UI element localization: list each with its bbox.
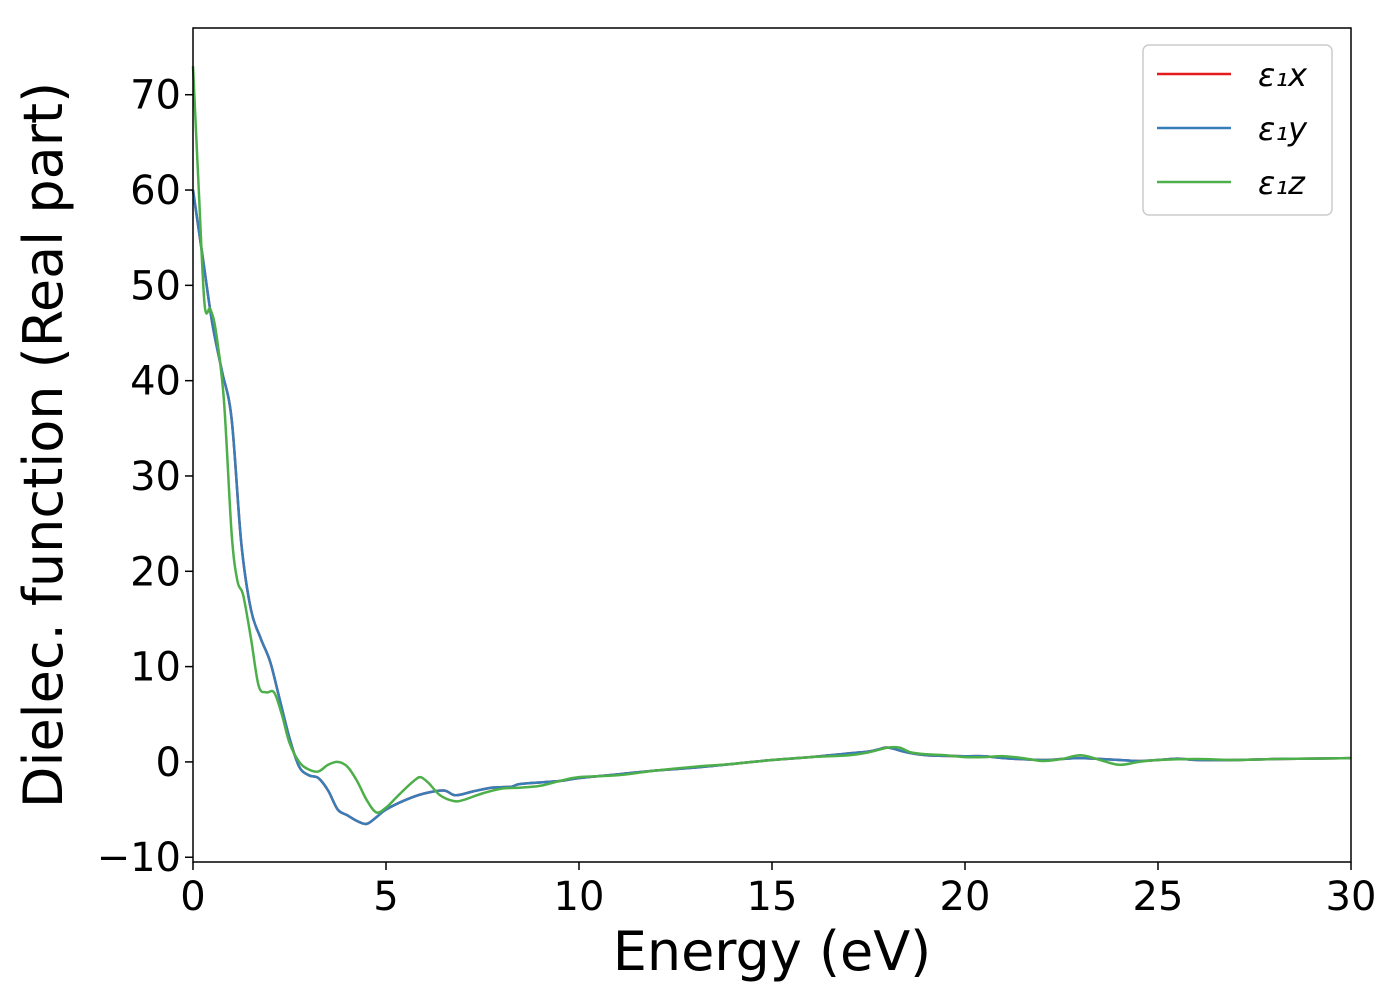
legend-label-ez: ε₁z [1258, 164, 1306, 202]
y-tick-label: 20 [130, 549, 181, 595]
y-tick-label: 10 [130, 645, 181, 691]
y-tick-label: 30 [130, 454, 181, 500]
x-tick-label: 5 [373, 874, 398, 920]
legend-label-ey: ε₁y [1258, 110, 1308, 148]
y-tick-label: −10 [97, 835, 181, 881]
x-tick-label: 15 [747, 874, 798, 920]
series-line-ex [191, 189, 1352, 826]
x-tick-label: 25 [1133, 874, 1184, 920]
y-tick-label: 70 [130, 73, 181, 119]
series-line-ez [191, 66, 1352, 814]
legend-label-ex: ε₁x [1258, 56, 1308, 94]
x-tick-label: 10 [554, 874, 605, 920]
y-axis-label: Dielec. function (Real part) [12, 82, 75, 808]
x-axis-label: Energy (eV) [613, 920, 932, 983]
series-layer [191, 66, 1352, 826]
y-tick-label: 50 [130, 263, 181, 309]
x-tick-label: 0 [180, 874, 205, 920]
y-tick-label: 60 [130, 168, 181, 214]
series-line-ey [191, 189, 1352, 826]
x-axis-ticks: 0 5 10 15 20 25 30 [180, 862, 1376, 920]
y-tick-label: 0 [156, 740, 181, 786]
x-tick-label: 20 [940, 874, 991, 920]
legend-box [1142, 44, 1333, 216]
y-tick-label: 40 [130, 359, 181, 405]
x-tick-label: 30 [1326, 874, 1377, 920]
y-axis-ticks: −10 0 10 20 30 40 50 60 70 [97, 73, 193, 881]
legend: ε₁x ε₁y ε₁z [1142, 44, 1333, 216]
